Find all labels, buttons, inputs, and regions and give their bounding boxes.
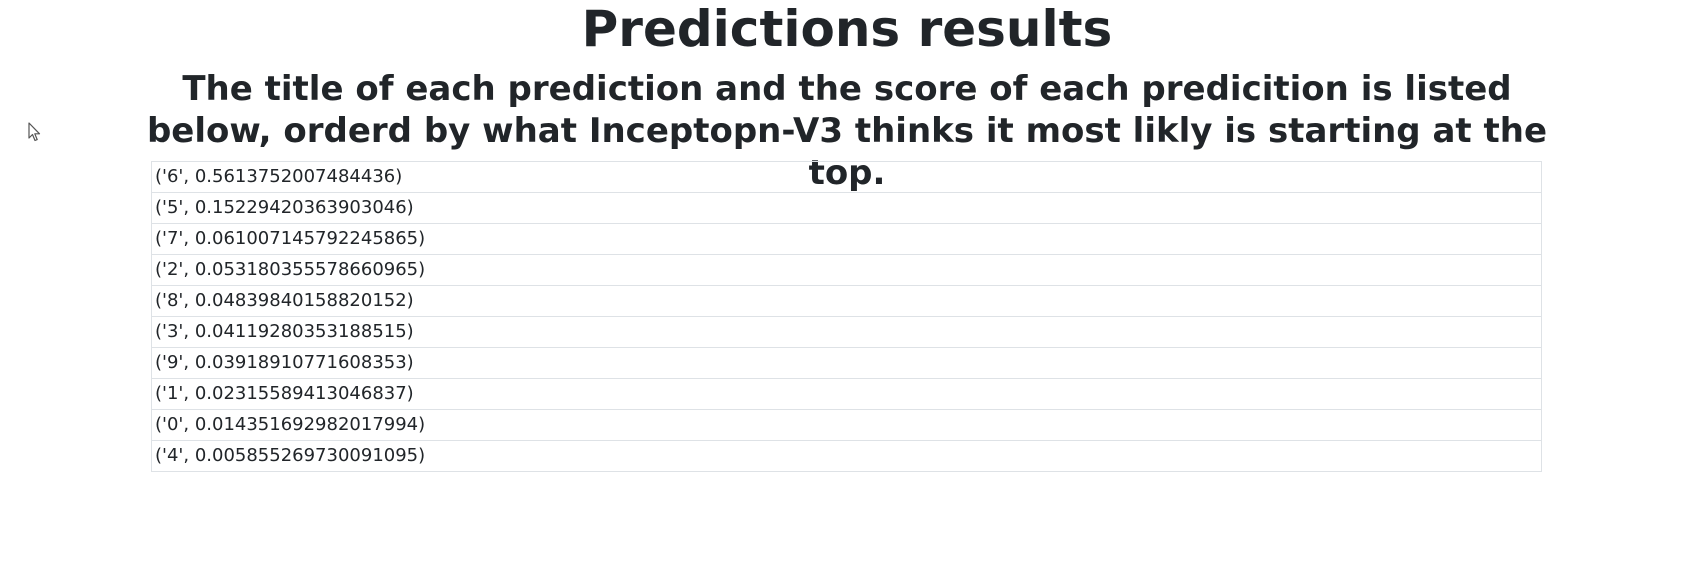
page-title: Predictions results <box>581 0 1113 58</box>
table-row: ('4', 0.005855269730091095) <box>151 440 1542 472</box>
prediction-cell: ('4', 0.005855269730091095) <box>151 440 1542 472</box>
prediction-cell: ('2', 0.053180355578660965) <box>151 254 1542 286</box>
prediction-cell: ('6', 0.5613752007484436) <box>151 161 1542 193</box>
table-row: ('6', 0.5613752007484436) <box>151 161 1542 193</box>
prediction-cell: ('3', 0.04119280353188515) <box>151 316 1542 348</box>
table-row: ('9', 0.03918910771608353) <box>151 347 1542 379</box>
prediction-cell: ('9', 0.03918910771608353) <box>151 347 1542 379</box>
mouse-pointer-icon <box>28 122 41 142</box>
prediction-cell: ('1', 0.02315589413046837) <box>151 378 1542 410</box>
prediction-cell: ('8', 0.04839840158820152) <box>151 285 1542 317</box>
predictions-table: ('6', 0.5613752007484436) ('5', 0.152294… <box>151 161 1542 472</box>
table-row: ('2', 0.053180355578660965) <box>151 254 1542 286</box>
table-row: ('0', 0.014351692982017994) <box>151 409 1542 441</box>
table-row: ('5', 0.15229420363903046) <box>151 192 1542 224</box>
table-row: ('3', 0.04119280353188515) <box>151 316 1542 348</box>
table-row: ('1', 0.02315589413046837) <box>151 378 1542 410</box>
table-row: ('8', 0.04839840158820152) <box>151 285 1542 317</box>
page-subtitle: The title of each prediction and the sco… <box>146 69 1548 193</box>
prediction-cell: ('0', 0.014351692982017994) <box>151 409 1542 441</box>
prediction-cell: ('7', 0.061007145792245865) <box>151 223 1542 255</box>
table-row: ('7', 0.061007145792245865) <box>151 223 1542 255</box>
prediction-cell: ('5', 0.15229420363903046) <box>151 192 1542 224</box>
